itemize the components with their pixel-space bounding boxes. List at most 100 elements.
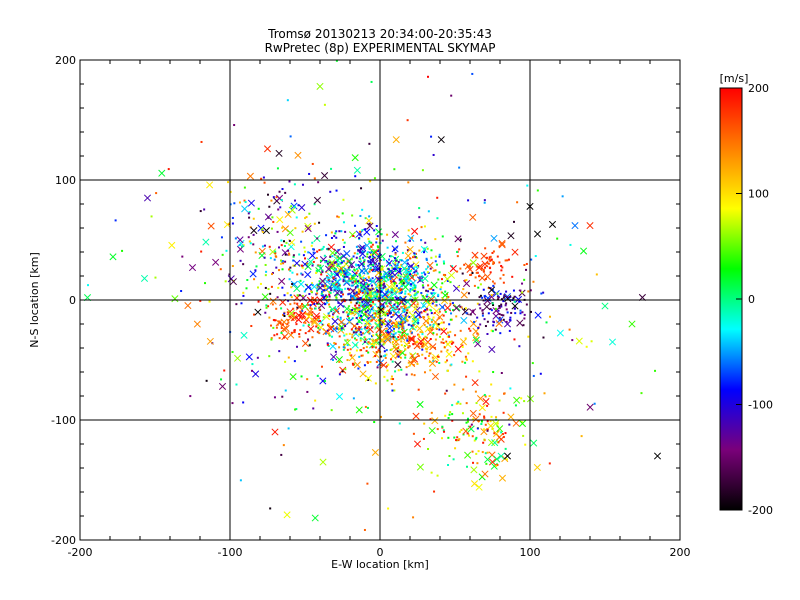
scatter-point	[389, 264, 392, 267]
scatter-point	[244, 201, 247, 204]
scatter-point	[246, 279, 249, 282]
scatter-point	[303, 290, 306, 293]
scatter-point	[369, 279, 372, 282]
scatter-point	[459, 329, 462, 332]
scatter-point-x	[395, 267, 403, 276]
scatter-point	[231, 351, 234, 354]
scatter-point	[398, 308, 401, 311]
scatter-point	[273, 319, 276, 322]
scatter-point	[396, 305, 399, 308]
scatter-point	[279, 262, 282, 265]
scatter-point	[427, 290, 430, 293]
scatter-point	[481, 451, 484, 454]
scatter-point	[36, 383, 38, 385]
scatter-point	[393, 389, 396, 392]
scatter-point	[477, 420, 480, 423]
scatter-point	[370, 284, 373, 287]
scatter-point	[362, 319, 365, 322]
scatter-point	[512, 297, 515, 300]
scatter-point	[280, 327, 283, 330]
scatter-point	[414, 297, 417, 300]
scatter-point	[354, 175, 357, 178]
scatter-point	[469, 273, 472, 276]
scatter-point	[369, 294, 372, 297]
scatter-point-x	[377, 359, 385, 367]
scatter-point	[276, 230, 279, 233]
scatter-point	[399, 287, 402, 290]
scatter-point	[333, 267, 336, 270]
scatter-point-x	[188, 264, 197, 272]
scatter-point	[470, 423, 473, 426]
scatter-point	[356, 280, 359, 283]
scatter-point	[432, 289, 435, 292]
scatter-point	[352, 255, 355, 258]
scatter-point	[360, 187, 363, 190]
scatter-point	[435, 328, 438, 331]
scatter-point-x	[236, 236, 244, 244]
scatter-point	[396, 301, 399, 304]
scatter-point	[372, 295, 375, 298]
scatter-point	[271, 273, 274, 276]
scatter-point	[464, 355, 467, 358]
scatter-point	[496, 422, 499, 425]
scatter-point	[321, 247, 324, 250]
scatter-point	[475, 452, 478, 455]
scatter-point	[411, 236, 414, 239]
scatter-point	[414, 326, 417, 329]
scatter-point	[491, 280, 494, 283]
scatter-point	[289, 135, 292, 138]
scatter-point	[366, 309, 369, 312]
scatter-point	[390, 322, 393, 325]
scatter-point	[427, 354, 430, 357]
scatter-point	[328, 325, 331, 328]
scatter-point	[341, 212, 344, 215]
scatter-point	[351, 333, 354, 336]
scatter-point	[400, 306, 403, 309]
scatter-point	[372, 309, 375, 312]
scatter-point	[479, 307, 482, 310]
scatter-point-x	[518, 419, 527, 428]
scatter-point	[272, 326, 275, 329]
scatter-point	[450, 340, 453, 343]
scatter-point	[375, 224, 378, 227]
scatter-point	[298, 313, 301, 316]
scatter-point	[498, 313, 501, 316]
scatter-point	[361, 291, 364, 294]
scatter-point	[367, 314, 370, 317]
scatter-point	[363, 298, 366, 301]
scatter-point	[251, 363, 254, 366]
scatter-point	[412, 276, 415, 279]
scatter-point	[361, 319, 364, 322]
scatter-point-x	[287, 309, 295, 318]
scatter-point	[346, 275, 349, 278]
scatter-point	[317, 181, 320, 184]
scatter-point-x	[168, 241, 176, 249]
scatter-point	[389, 255, 392, 258]
scatter-point	[428, 287, 431, 290]
scatter-point	[475, 436, 478, 439]
scatter-point	[307, 314, 310, 317]
scatter-point	[447, 464, 450, 466]
scatter-point	[268, 245, 271, 248]
scatter-point	[532, 280, 535, 283]
scatter-point	[388, 258, 391, 261]
scatter-point-x	[503, 452, 512, 460]
scatter-point	[346, 260, 349, 263]
scatter-point-x	[335, 393, 344, 401]
scatter-point	[430, 471, 433, 474]
scatter-point-x	[534, 311, 542, 319]
scatter-point	[464, 307, 467, 310]
scatter-point	[401, 251, 404, 254]
scatter-point	[489, 259, 492, 262]
scatter-point	[223, 369, 226, 372]
scatter-point	[392, 335, 395, 338]
scatter-point	[270, 337, 273, 340]
scatter-point	[471, 272, 474, 275]
scatter-point	[390, 375, 393, 378]
scatter-point-x	[421, 275, 429, 283]
scatter-point	[293, 360, 296, 363]
scatter-point	[409, 330, 412, 333]
scatter-point	[353, 280, 356, 283]
scatter-point	[304, 257, 307, 260]
